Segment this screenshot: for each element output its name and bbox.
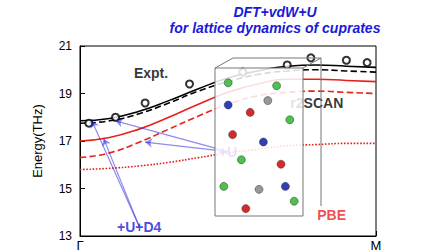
svg-text:19: 19: [59, 87, 73, 101]
svg-text:13: 13: [59, 229, 73, 243]
svg-text:+U+D4: +U+D4: [117, 219, 162, 235]
svg-text:PBE: PBE: [317, 207, 346, 223]
svg-text:Energy(THz): Energy(THz): [30, 104, 45, 178]
svg-text:for lattice dynamics of cuprat: for lattice dynamics of cuprates: [170, 20, 381, 36]
svg-text:DFT+vdW+U: DFT+vdW+U: [233, 4, 317, 20]
svg-text:r2SCAN: r2SCAN: [290, 95, 344, 111]
svg-text:M: M: [371, 238, 382, 252]
svg-text:17: 17: [59, 134, 73, 148]
svg-text:21: 21: [59, 39, 73, 53]
svg-text:Expt.: Expt.: [134, 65, 168, 81]
svg-text:Γ: Γ: [76, 238, 83, 252]
svg-text:15: 15: [59, 182, 73, 196]
